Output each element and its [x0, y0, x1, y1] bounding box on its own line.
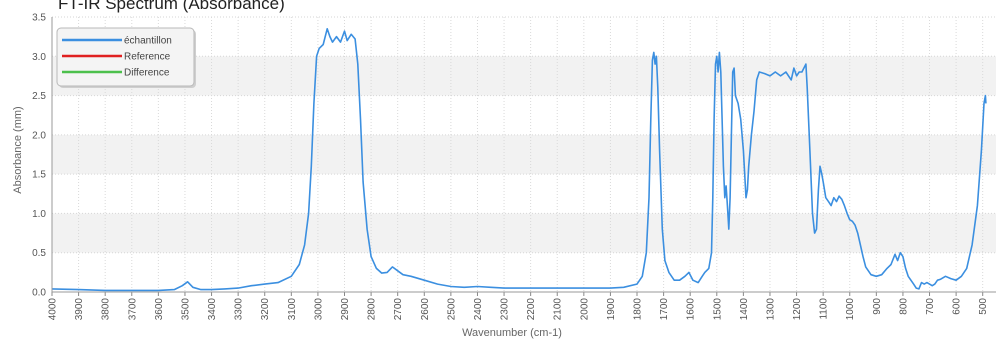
x-tick-label: 1100: [819, 298, 830, 320]
legend-label-0: échantillon: [124, 36, 172, 47]
x-tick-label: 1700: [659, 298, 670, 321]
x-tick-label: 2100: [553, 298, 564, 321]
y-tick-label: 3.0: [32, 52, 46, 63]
x-tick-label: 1600: [686, 298, 697, 321]
x-tick-label: 2300: [500, 298, 511, 321]
legend-label-1: Reference: [124, 52, 171, 63]
x-tick-label: 2800: [367, 298, 378, 321]
x-tick-label: 3000: [313, 298, 324, 321]
x-axis-label: Wavenumber (cm-1): [462, 327, 562, 339]
plot-band: [52, 134, 996, 175]
plot-band: [52, 252, 996, 292]
x-tick-label: 3500: [180, 298, 191, 321]
x-tick-label: 2700: [393, 298, 404, 321]
x-tick-label: 2000: [579, 298, 590, 321]
x-tick-label: 1900: [606, 298, 617, 321]
x-tick-label: 1500: [712, 298, 723, 321]
y-tick-label: 1.5: [32, 170, 46, 181]
legend-label-2: Difference: [124, 68, 170, 79]
y-tick-label: 0.5: [32, 248, 46, 259]
axes: [51, 17, 996, 296]
x-tick-label: 2500: [446, 298, 457, 321]
x-tick-label: 3400: [207, 298, 218, 321]
y-tick-label: 2.5: [32, 91, 46, 102]
x-tick-label: 3900: [74, 298, 85, 321]
x-tick-label: 700: [925, 298, 936, 315]
x-tick-label: 1400: [739, 298, 750, 321]
y-tick-label: 1.0: [32, 209, 46, 220]
x-tick-label: 2200: [526, 298, 537, 321]
x-tick-label: 1200: [792, 298, 803, 321]
x-tick-label: 2900: [340, 298, 351, 321]
y-tick-labels: 0.0 0.5 1.0 1.5 2.0 2.5 3.0 3.5: [32, 13, 46, 299]
plot-band: [52, 17, 996, 57]
x-tick-label: 3700: [127, 298, 138, 321]
y-axis-label: Absorbance (mm): [12, 106, 24, 193]
x-tick-label: 800: [898, 298, 909, 315]
plot-band: [52, 95, 996, 135]
plot-background-bands: [52, 17, 996, 292]
x-tick-label: 900: [872, 298, 883, 315]
x-tick-label: 2600: [420, 298, 431, 321]
x-tick-label: 2400: [473, 298, 484, 321]
x-tick-label: 1000: [845, 298, 856, 321]
y-tick-label: 0.0: [32, 288, 46, 299]
y-tick-label: 2.0: [32, 130, 46, 141]
x-tick-label: 3200: [260, 298, 271, 321]
x-tick-label: 3100: [287, 298, 298, 321]
x-tick-label: 500: [978, 298, 989, 315]
x-tick-label: 1300: [765, 298, 776, 321]
series-layer: [51, 28, 987, 292]
x-tick-label: 3600: [154, 298, 165, 321]
x-tick-labels: 4000 3900 3800 3700 3600 3500 3400 3300 3200 3100…: [48, 298, 990, 321]
plot-band: [52, 213, 996, 253]
plot-band: [52, 174, 996, 214]
x-tick-label: 3800: [101, 298, 112, 321]
y-tick-label: 3.5: [32, 13, 46, 24]
series-line-0: [51, 28, 987, 292]
x-tick-label: 3300: [234, 298, 245, 321]
x-tick-label: 600: [952, 298, 963, 315]
x-tick-label: 1800: [633, 298, 644, 321]
chart-title: FT-IR Spectrum (Absorbance): [58, 0, 285, 13]
x-tick-label: 4000: [48, 298, 59, 321]
plot-band: [52, 56, 996, 96]
legend[interactable]: échantillon Reference Difference: [56, 27, 196, 88]
